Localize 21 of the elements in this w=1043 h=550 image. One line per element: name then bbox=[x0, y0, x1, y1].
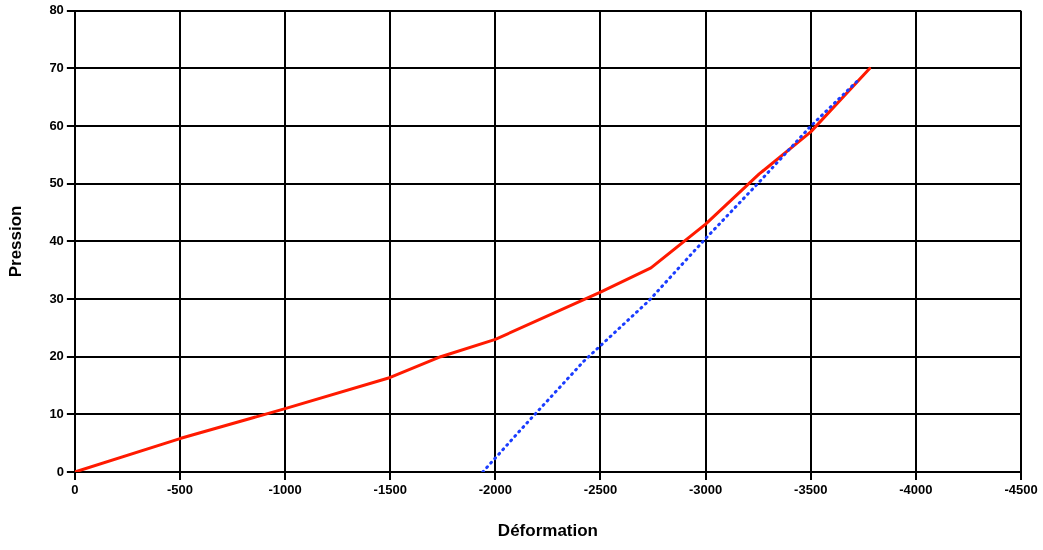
y-tick-label: 30 bbox=[49, 290, 64, 306]
x-tick-label: -500 bbox=[166, 482, 193, 498]
x-tick-label: -2500 bbox=[583, 482, 618, 498]
x-tick-label: -1500 bbox=[373, 482, 407, 498]
y-tick-label: 50 bbox=[49, 175, 64, 191]
x-tick-label: -3000 bbox=[688, 482, 723, 498]
y-tick-label: 10 bbox=[49, 405, 64, 421]
y-tick-label: 40 bbox=[49, 232, 64, 248]
x-tick-label: -3500 bbox=[794, 482, 828, 498]
y-tick-label: 70 bbox=[49, 60, 64, 76]
y-tick-label: 0 bbox=[56, 463, 64, 479]
y-axis-title: Pression bbox=[5, 205, 25, 278]
x-tick-label: -4000 bbox=[899, 482, 933, 498]
x-tick-label: -2000 bbox=[478, 482, 512, 498]
y-tick-label: 60 bbox=[49, 117, 64, 133]
x-axis-title: Déformation bbox=[497, 521, 598, 541]
x-tick-label: -4500 bbox=[1004, 482, 1038, 498]
x-tick-label: -1000 bbox=[268, 482, 302, 498]
y-tick-label: 80 bbox=[49, 2, 64, 18]
y-tick-label: 20 bbox=[49, 348, 64, 364]
x-tick-label: 0 bbox=[71, 482, 79, 498]
